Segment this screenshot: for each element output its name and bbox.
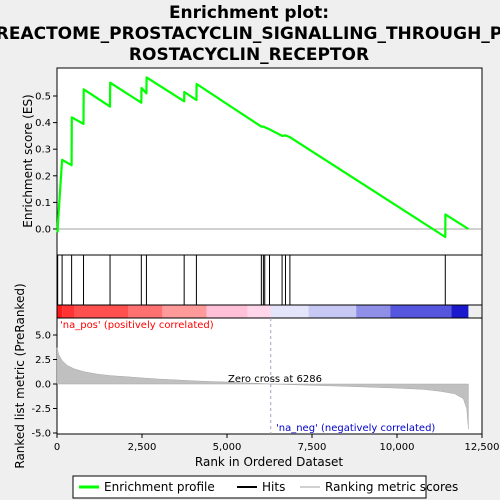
na-neg-label: 'na_neg' (negatively correlated) bbox=[276, 423, 435, 434]
es-y-tick-label: 0.0 bbox=[35, 225, 51, 236]
es-y-axis-label: Enrichment score (ES) bbox=[21, 94, 35, 227]
metric-y-tick-label: 5.0 bbox=[35, 331, 51, 342]
x-tick-label: 0 bbox=[54, 442, 60, 453]
es-y-tick-label: 0.5 bbox=[35, 92, 51, 103]
x-tick-label: 5,000 bbox=[213, 442, 242, 453]
na-pos-label: 'na_pos' (positively correlated) bbox=[60, 320, 214, 331]
metric-y-axis: -5.0 -2.5 0.0 2.5 5.0 bbox=[31, 331, 57, 440]
es-panel-frame bbox=[56, 67, 483, 256]
heat-bar-segment bbox=[62, 305, 74, 318]
legend-hits-label: Hits bbox=[262, 480, 285, 494]
x-tick-label: 2,500 bbox=[128, 442, 157, 453]
heat-bar-segment bbox=[74, 305, 129, 318]
heat-bar-segment bbox=[270, 305, 309, 318]
x-tick-label: 12,500 bbox=[465, 442, 500, 453]
es-y-tick-label: 0.2 bbox=[35, 171, 51, 182]
heat-bar-segment bbox=[128, 305, 163, 318]
heat-bar-segment bbox=[390, 305, 452, 318]
zero-cross-label: Zero cross at 6286 bbox=[228, 374, 322, 385]
heat-bar-segment bbox=[247, 305, 271, 318]
legend-profile-label: Enrichment profile bbox=[104, 480, 215, 494]
ranking-metric-area bbox=[56, 347, 469, 430]
heat-bar-segment bbox=[451, 305, 469, 318]
heat-bar-segment bbox=[308, 305, 357, 318]
rank-x-axis: 0 2,500 5,000 7,500 10,000 12,500 bbox=[54, 434, 500, 453]
heat-bar-segment bbox=[162, 305, 207, 318]
metric-y-tick-label: 0.0 bbox=[35, 380, 51, 391]
heat-bar-segment bbox=[356, 305, 391, 318]
es-y-axis: 0.0 0.1 0.2 0.3 0.4 0.5 bbox=[35, 92, 57, 236]
legend-metric-label: Ranking metric scores bbox=[325, 480, 458, 494]
plot-title-line-1: Enrichment plot: bbox=[169, 3, 329, 23]
plot-title-line-3: ROSTACYCLIN_RECEPTOR bbox=[129, 45, 369, 65]
metric-y-tick-label: -2.5 bbox=[31, 404, 51, 415]
ranking-heat-bar bbox=[57, 305, 469, 318]
hit-markers bbox=[57, 255, 446, 305]
metric-y-axis-label: Ranked list metric (PreRanked) bbox=[13, 283, 27, 468]
es-y-tick-label: 0.1 bbox=[35, 198, 51, 209]
plot-title-line-2: REACTOME_PROSTACYCLIN_SIGNALLING_THROUGH… bbox=[0, 24, 500, 44]
metric-y-tick-label: -5.0 bbox=[31, 429, 51, 440]
metric-y-tick-label: 2.5 bbox=[35, 355, 51, 366]
x-axis-label: Rank in Ordered Dataset bbox=[195, 455, 343, 469]
es-y-tick-label: 0.3 bbox=[35, 145, 51, 156]
metric-panel-frame bbox=[56, 317, 483, 435]
x-tick-label: 7,500 bbox=[298, 442, 327, 453]
es-y-tick-label: 0.4 bbox=[35, 118, 51, 129]
heat-bar-segment bbox=[206, 305, 248, 318]
heat-bar-segment bbox=[57, 305, 63, 318]
x-tick-label: 10,000 bbox=[380, 442, 415, 453]
enrichment-profile-line bbox=[55, 76, 469, 239]
